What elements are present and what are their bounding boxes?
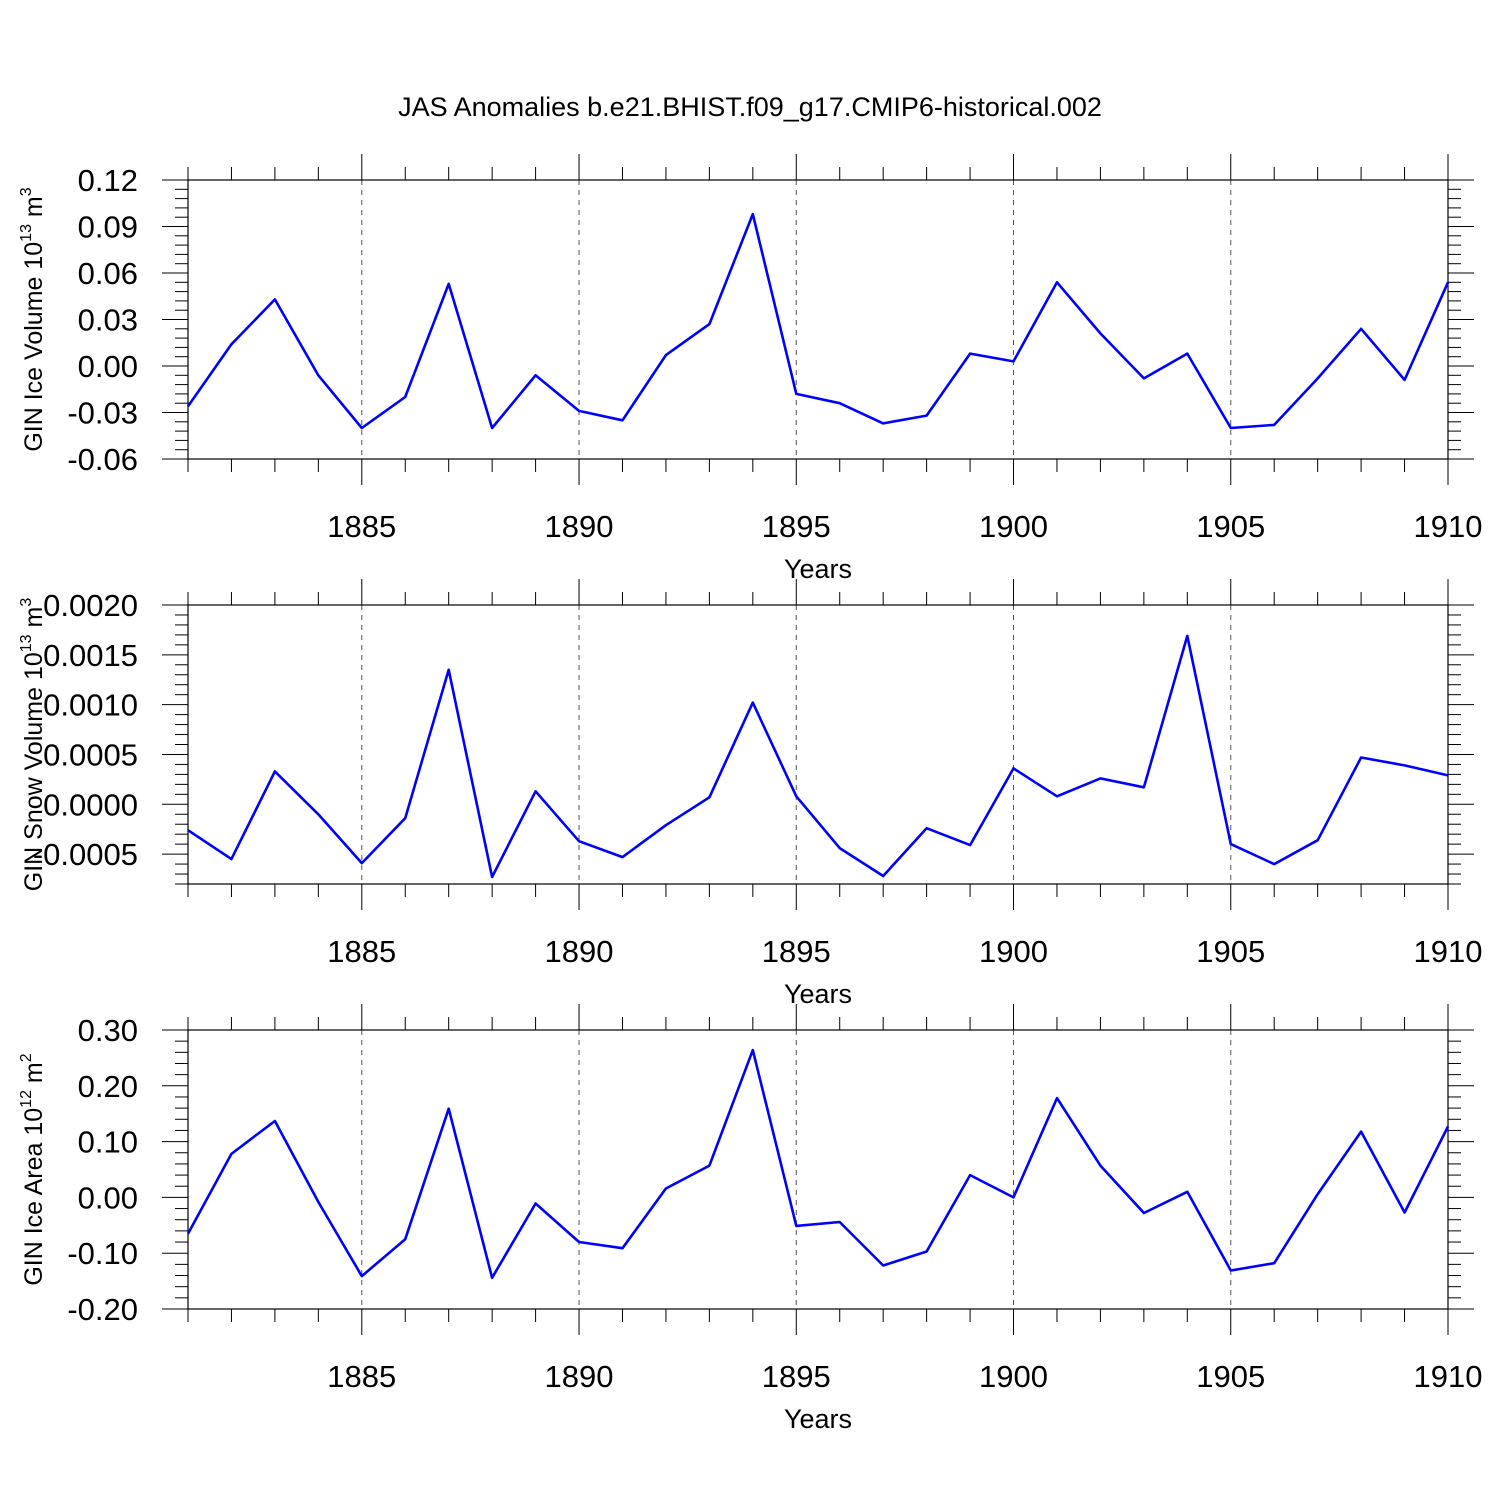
x-tick-label: 1890 — [545, 509, 614, 544]
series-line — [187, 634, 1449, 879]
y-tick-label: 0.12 — [78, 163, 138, 198]
series-line — [186, 212, 1450, 430]
y-tick-label: 0.30 — [78, 1013, 138, 1048]
series-line — [186, 1048, 1450, 1280]
x-tick-label: 1895 — [762, 934, 831, 969]
y-tick-label: 0.06 — [78, 256, 138, 291]
x-axis-label: Years — [784, 1404, 852, 1434]
panel-3: 0.30 0.20 0.10 0.00 -0.10 -0.20 1885 1890 1895 19… — [18, 1004, 1482, 1434]
x-tick-label: 1890 — [545, 1359, 614, 1394]
x-tick-label: 1900 — [979, 1359, 1048, 1394]
y-tick-label: 0.09 — [78, 210, 138, 245]
plot-frame — [187, 604, 1449, 885]
y-tick-label: -0.10 — [67, 1236, 138, 1271]
x-tick-label: 1895 — [762, 1359, 831, 1394]
y-tick-label: 0.00 — [78, 349, 138, 384]
y-tick-label: 0.10 — [78, 1125, 138, 1160]
x-tick-label: 1905 — [1196, 934, 1265, 969]
x-tick-label: 1895 — [762, 509, 831, 544]
x-axis-label: Years — [784, 979, 852, 1009]
x-tick-label: 1905 — [1196, 1359, 1265, 1394]
x-tick-label: 1885 — [327, 934, 396, 969]
y-tick-label: 0.0015 — [43, 638, 138, 673]
y-tick-label: 0.0010 — [43, 688, 138, 723]
x-tick-label: 1910 — [1414, 509, 1483, 544]
panel-1: 0.12 0.09 0.06 0.03 0.00 -0.03 -0.06 1885 1890 18… — [18, 154, 1482, 584]
chart-title: JAS Anomalies b.e21.BHIST.f09_g17.CMIP6-… — [398, 92, 1102, 122]
y-tick-label: -0.03 — [67, 396, 138, 431]
y-axis-label: GIN Snow Volume 1013 m3 — [18, 598, 48, 892]
y-tick-label: 0.0020 — [43, 588, 138, 623]
x-tick-label: 1885 — [327, 1359, 396, 1394]
x-tick-label: 1905 — [1196, 509, 1265, 544]
y-tick-label: -0.0005 — [33, 837, 138, 872]
x-tick-label: 1890 — [545, 934, 614, 969]
x-tick-label: 1900 — [979, 934, 1048, 969]
x-tick-label: 1910 — [1414, 934, 1483, 969]
y-tick-label: 0.0005 — [43, 737, 138, 772]
y-tick-label: -0.06 — [67, 442, 138, 477]
plot-frame — [187, 1029, 1449, 1310]
x-tick-label: 1900 — [979, 509, 1048, 544]
x-tick-label: 1910 — [1414, 1359, 1483, 1394]
y-tick-label: 0.20 — [78, 1069, 138, 1104]
y-tick-label: 0.0000 — [43, 787, 138, 822]
x-axis-label: Years — [784, 554, 852, 584]
panel-2: 0.0020 0.0015 0.0010 0.0005 0.0000 -0.0005 188… — [18, 579, 1482, 1009]
y-tick-label: 0.00 — [78, 1180, 138, 1215]
y-tick-label: 0.03 — [78, 303, 138, 338]
x-tick-label: 1885 — [327, 509, 396, 544]
panels: 0.12 0.09 0.06 0.03 0.00 -0.03 -0.06 1885 1890 18… — [18, 154, 1482, 1434]
y-tick-label: -0.20 — [67, 1292, 138, 1327]
y-axis-label: GIN Ice Volume 1013 m3 — [18, 187, 48, 451]
y-axis-label: GIN Ice Area 1012 m2 — [18, 1053, 48, 1285]
